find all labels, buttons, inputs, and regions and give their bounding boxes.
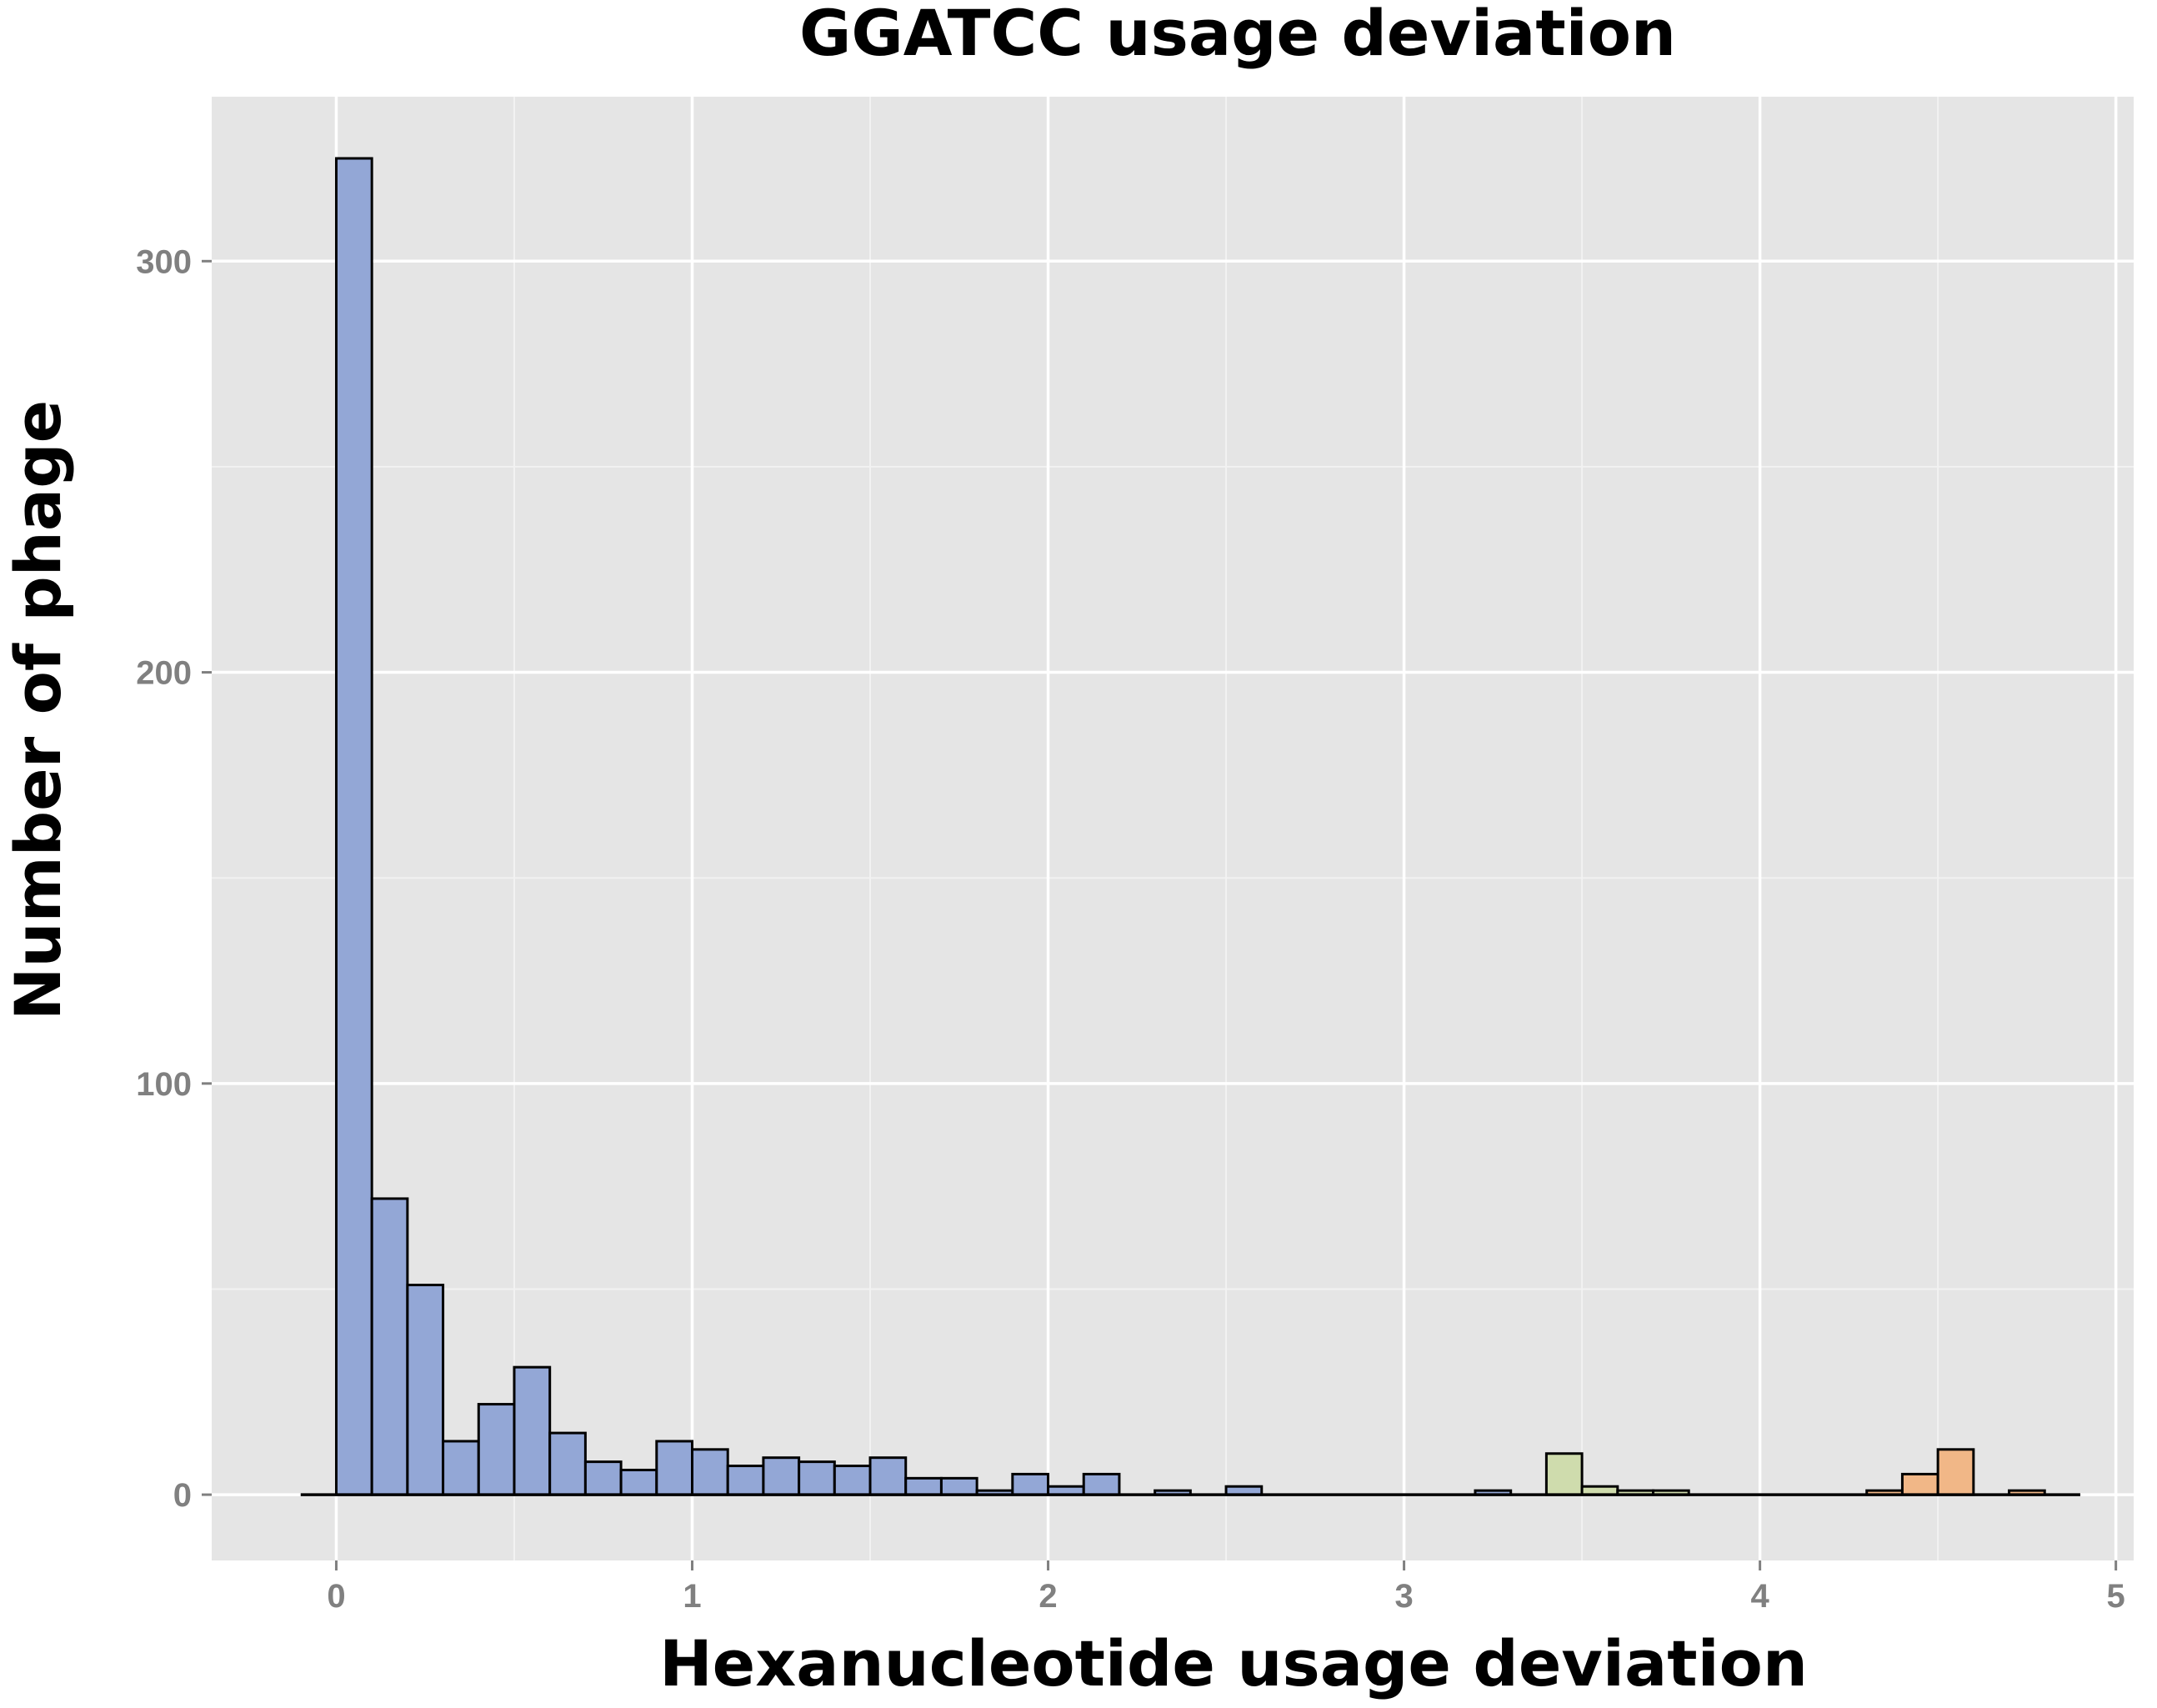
x-tick-label: 3 [1394, 1578, 1413, 1615]
histogram-bar [1544, 1452, 1584, 1496]
x-tick-label: 2 [1038, 1578, 1057, 1615]
histogram-bar [939, 1476, 978, 1496]
histogram-bar [1082, 1472, 1121, 1496]
histogram-bar [442, 1440, 480, 1496]
histogram-bar [655, 1440, 694, 1496]
y-axis-label: Number of phage [1, 400, 75, 1020]
x-tick-label: 0 [327, 1578, 345, 1615]
histogram-bar [583, 1460, 623, 1496]
histogram-bar [904, 1476, 943, 1496]
major-gridlines [212, 97, 2134, 1560]
histogram-bar [691, 1448, 729, 1496]
y-tick-label: 300 [136, 243, 192, 280]
y-tick-label: 100 [136, 1066, 192, 1103]
chart-title: GGATCC usage deviation [799, 0, 1676, 70]
x-tick-label: 5 [2107, 1578, 2125, 1615]
y-tick-labels: 0 100 200 300 [136, 243, 192, 1514]
histogram-bars [334, 157, 2046, 1496]
histogram-bar [868, 1456, 908, 1496]
histogram-bar [477, 1403, 516, 1496]
histogram-bar [726, 1465, 765, 1496]
y-tick-label: 200 [136, 655, 192, 692]
axis-ticks [202, 259, 2118, 1570]
histogram-bar [762, 1456, 801, 1496]
histogram-bar [1900, 1472, 1939, 1496]
histogram-bar [406, 1284, 445, 1496]
plot-panel [212, 97, 2134, 1560]
histogram-bar [334, 157, 373, 1496]
histogram-bar [1936, 1448, 1975, 1496]
x-tick-label: 4 [1750, 1578, 1769, 1615]
histogram-bar [798, 1460, 836, 1496]
x-axis-label: Hexanucleotide usage deviation [659, 1626, 1808, 1700]
histogram-bar [370, 1197, 409, 1496]
y-tick-label: 0 [173, 1477, 192, 1514]
histogram-bar [1011, 1472, 1050, 1496]
histogram-bar [513, 1365, 552, 1496]
minor-gridlines [212, 97, 2134, 1560]
x-tick-label: 1 [683, 1578, 701, 1615]
histogram-bar [619, 1468, 658, 1496]
x-tick-labels: 0 1 2 3 4 5 [327, 1578, 2124, 1615]
histogram-bar [548, 1431, 587, 1496]
histogram-bar [833, 1465, 872, 1496]
